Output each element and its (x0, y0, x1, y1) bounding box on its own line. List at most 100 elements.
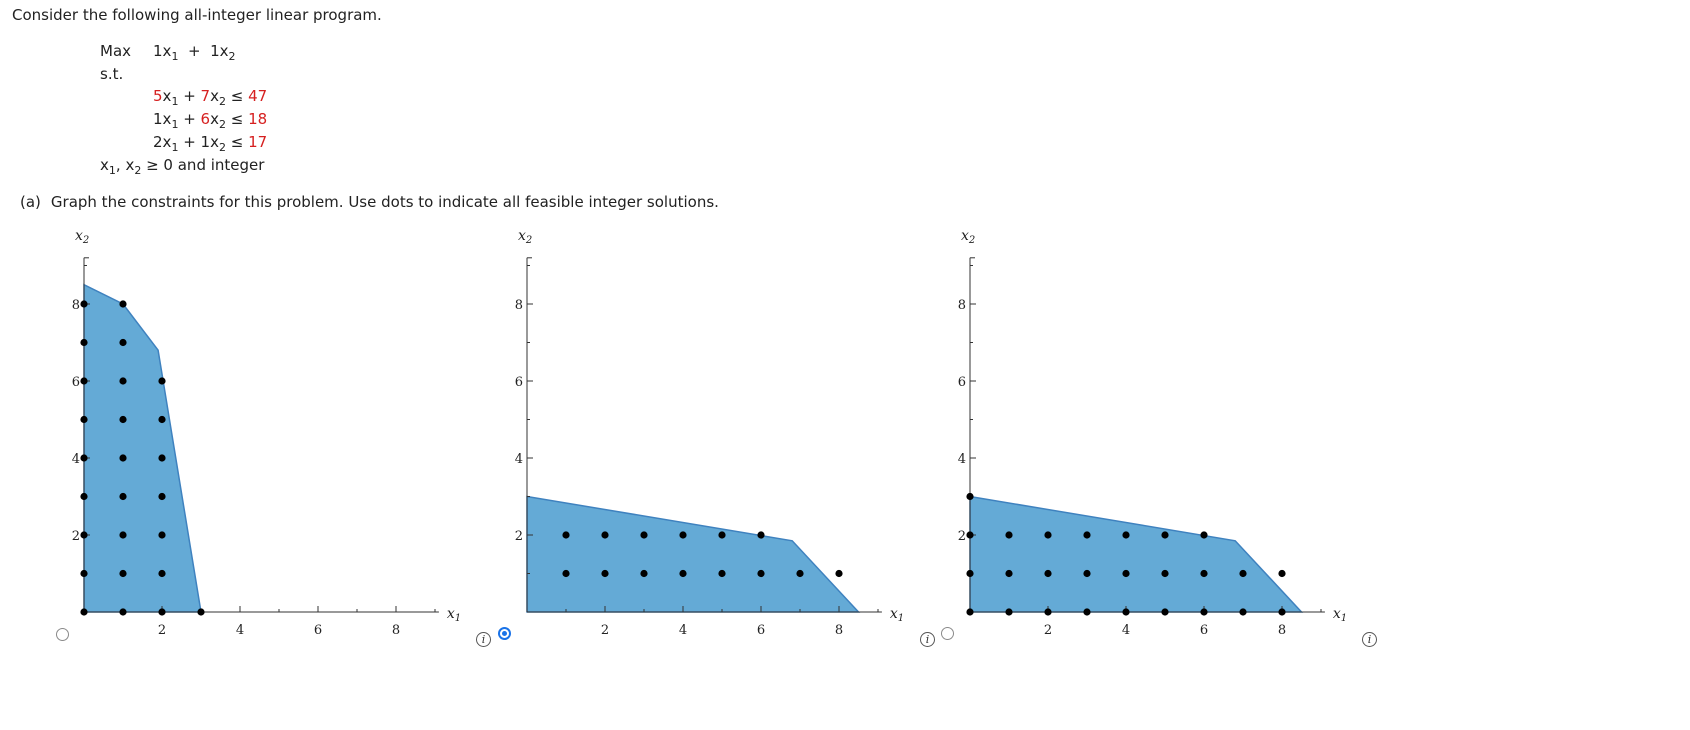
integer-point (966, 608, 974, 616)
x-tick-label: 4 (236, 623, 244, 638)
integer-point (1122, 569, 1130, 578)
integer-point (640, 569, 648, 578)
x-axis-label: x1 (447, 606, 461, 624)
integer-point (80, 415, 88, 424)
option-1-info-icon[interactable]: i (476, 632, 491, 647)
x-tick-label: 4 (679, 623, 687, 638)
integer-point (1005, 569, 1013, 578)
x-tick-label: 6 (757, 623, 765, 638)
x-tick-label: 6 (1200, 623, 1208, 638)
graph-option-3: 2 4 6 8 2 4 6 8 x1 x2 (958, 228, 1347, 638)
part-a-text: Graph the constraints for this problem. … (50, 193, 719, 211)
problem-intro: Consider the following all-integer linea… (12, 6, 382, 24)
integer-point (119, 338, 127, 347)
y-tick-label: 4 (72, 452, 80, 467)
integer-point (601, 569, 609, 578)
integer-point (80, 492, 88, 501)
part-a-tag: (a) (20, 193, 41, 211)
y-tick-label: 8 (515, 298, 523, 313)
nonnegativity-constraint: x1, x2 ≥ 0 and integer (100, 156, 265, 177)
option-2-info-icon[interactable]: i (920, 632, 935, 647)
integer-point (718, 531, 726, 539)
y-tick-label: 4 (515, 452, 523, 467)
integer-point (80, 377, 88, 385)
integer-point (158, 377, 166, 385)
integer-point (158, 569, 166, 578)
constraint-3: 2x1 + 1x2 ≤ 17 (153, 133, 268, 154)
integer-point (1044, 531, 1052, 539)
y-tick-label: 4 (958, 452, 966, 467)
integer-point (158, 415, 166, 424)
x-tick-label: 8 (392, 623, 400, 638)
y-tick-label: 8 (958, 298, 966, 313)
constraint-2: 1x1 + 6x2 ≤ 18 (153, 110, 268, 131)
integer-point (1161, 608, 1169, 616)
integer-point (119, 415, 127, 424)
constraint-1: 5x1 + 7x2 ≤ 47 (153, 87, 268, 108)
integer-point (119, 492, 127, 501)
option-3-info-icon[interactable]: i (1362, 632, 1377, 647)
integer-point (80, 569, 88, 578)
x-tick-label: 2 (158, 623, 166, 638)
integer-point (1083, 608, 1091, 616)
integer-point (966, 492, 974, 501)
integer-point (1239, 608, 1247, 616)
x-tick-label: 8 (835, 623, 843, 638)
integer-point (1122, 608, 1130, 616)
part-a-prompt: (a) Graph the constraints for this proble… (20, 193, 719, 211)
integer-point (158, 531, 166, 539)
integer-point (119, 300, 127, 308)
integer-point (1278, 608, 1286, 616)
integer-point (158, 608, 166, 616)
y-axis-label: x2 (961, 228, 975, 246)
integer-point (119, 608, 127, 616)
max-label: Max (100, 42, 132, 60)
integer-point (197, 608, 205, 616)
y-tick-label: 2 (515, 529, 523, 544)
y-axis-label: x2 (518, 228, 532, 246)
x-tick-label: 2 (601, 623, 609, 638)
y-tick-label: 2 (958, 529, 966, 544)
integer-point (1044, 608, 1052, 616)
y-tick-label: 6 (958, 375, 966, 390)
integer-point (1083, 569, 1091, 578)
x-tick-label: 2 (1044, 623, 1052, 638)
integer-point (1239, 569, 1247, 578)
integer-point (601, 531, 609, 539)
integer-point (80, 608, 88, 616)
integer-point (80, 300, 88, 308)
option-2-radio[interactable] (498, 627, 511, 640)
feasible-region (969, 495, 1304, 613)
integer-point (119, 569, 127, 578)
integer-point (1200, 608, 1208, 616)
integer-point (679, 569, 687, 578)
integer-point (1161, 569, 1169, 578)
integer-point (796, 569, 804, 578)
integer-point (1044, 569, 1052, 578)
integer-point (966, 569, 974, 578)
integer-point (119, 377, 127, 385)
option-3-radio[interactable] (941, 627, 954, 640)
integer-point (562, 531, 570, 539)
integer-point (1200, 569, 1208, 578)
integer-point (562, 569, 570, 578)
integer-point (80, 454, 88, 462)
integer-point (757, 569, 765, 578)
y-tick-label: 6 (515, 375, 523, 390)
integer-point (158, 492, 166, 501)
integer-point (158, 454, 166, 462)
integer-point (1005, 608, 1013, 616)
integer-point (119, 454, 127, 462)
x-axis-label: x1 (890, 606, 904, 624)
integer-point (718, 569, 726, 578)
x-tick-label: 4 (1122, 623, 1130, 638)
feasible-region (83, 283, 202, 613)
x-tick-label: 8 (1278, 623, 1286, 638)
st-label: s.t. (100, 65, 124, 83)
integer-point (80, 338, 88, 347)
x-axis-label: x1 (1333, 606, 1347, 624)
option-1-radio[interactable] (56, 628, 69, 641)
integer-point (1200, 531, 1208, 539)
graph-option-2: 2 4 6 8 2 4 6 8 x1 x2 (515, 228, 904, 638)
integer-point (119, 531, 127, 539)
